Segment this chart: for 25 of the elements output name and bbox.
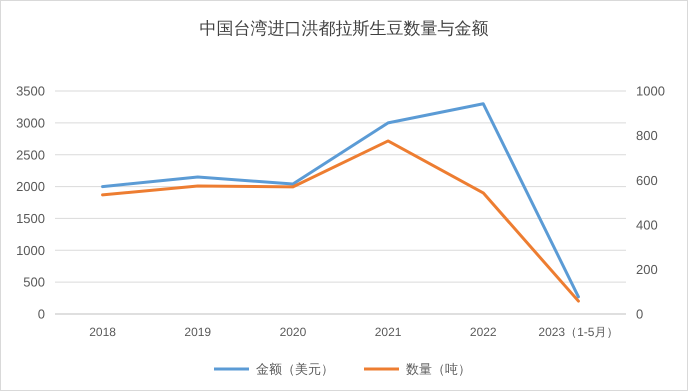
- x-tick-label: 2019: [184, 325, 212, 339]
- line-series: [101, 102, 580, 298]
- legend-label: 金额（美元）: [256, 362, 334, 377]
- y2-tick-label: 200: [636, 262, 658, 277]
- y-tick-label: 1000: [16, 242, 45, 258]
- chart-title: 中国台湾进口洪都拉斯生豆数量与金额: [200, 19, 488, 38]
- y-tick-label: 0: [38, 306, 45, 322]
- x-tick-label: 2022: [470, 325, 497, 339]
- y-tick-label: 3000: [16, 115, 45, 130]
- y2-tick-label: 600: [636, 172, 658, 188]
- y2-tick-label: 800: [636, 128, 658, 144]
- y-tick-label: 3500: [16, 84, 45, 99]
- x-tick-label: 2020: [280, 325, 307, 339]
- y-tick-label: 500: [23, 274, 45, 290]
- y2-tick-label: 1000: [636, 84, 665, 99]
- x-tick-label: 2021: [374, 325, 402, 339]
- legend-label: 数量（吨）: [406, 362, 471, 377]
- y-tick-label: 1500: [16, 210, 45, 226]
- y-tick-label: 2500: [16, 147, 45, 162]
- x-tick-label: 2023（1-5月）: [538, 325, 618, 339]
- y2-tick-label: 400: [636, 217, 658, 232]
- y2-tick-label: 0: [636, 306, 644, 322]
- y-tick-label: 2000: [16, 179, 45, 194]
- line-series: [101, 139, 580, 303]
- x-tick-label: 2018: [89, 325, 116, 339]
